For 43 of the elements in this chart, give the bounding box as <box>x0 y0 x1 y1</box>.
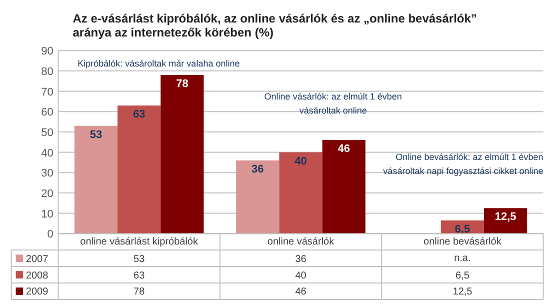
text: 6,5 <box>454 223 470 236</box>
data-label: 63 <box>134 270 146 282</box>
y-tick-label: 90 <box>41 46 54 58</box>
text: 40 <box>294 155 307 168</box>
y-tick-label: 40 <box>41 147 54 160</box>
y-tick-label: 10 <box>41 208 54 220</box>
x-tick-label: online vásárlók <box>267 236 336 248</box>
legend-label: 2007 <box>26 254 49 265</box>
data-label: 6,5 <box>455 270 470 282</box>
annotation: Kipróbálók: vásároltak már valaha online <box>78 58 240 68</box>
bar <box>160 75 204 234</box>
bar <box>279 152 322 234</box>
y-tick-label: 70 <box>41 86 54 98</box>
data-label: 40 <box>295 270 307 282</box>
x-tick-label: online vásárlást kipróbálók <box>80 236 199 248</box>
text: 53 <box>90 128 102 141</box>
data-label: 46 <box>295 286 307 298</box>
x-tick-label: online bevásárlók <box>424 236 502 248</box>
y-tick-label: 50 <box>41 126 54 139</box>
legend-label: 2009 <box>26 286 49 298</box>
bar <box>236 160 280 234</box>
data-label: 12,5 <box>452 286 473 298</box>
text: 78 <box>176 78 188 90</box>
data-label: 53 <box>134 254 146 265</box>
y-tick-label: 20 <box>41 188 54 200</box>
chart-title: Az e-vásárlást kipróbálók, az online vásárlók és az „online bevásárlók” aránya az internetezők körében (%) <box>72 12 477 40</box>
text: 63 <box>132 108 146 120</box>
bar <box>118 105 161 234</box>
text: 36 <box>252 163 264 176</box>
text: 46 <box>338 143 350 156</box>
data-label: 78 <box>134 286 146 298</box>
y-tick-label: 0 <box>47 228 54 241</box>
text: 12,5 <box>494 211 516 224</box>
legend-label: 2008 <box>26 270 49 282</box>
text: n.a. <box>454 252 471 264</box>
y-tick-label: 80 <box>41 66 54 78</box>
bar <box>322 140 366 234</box>
data-label: 36 <box>295 254 307 265</box>
y-tick-label: 60 <box>41 106 54 119</box>
annotation: Online bevásárlók: az elmúlt 1 évben vásároltak napi fogyasztási cikket online <box>383 152 544 176</box>
y-tick-label: 30 <box>41 168 54 180</box>
bar <box>74 126 118 234</box>
annotation: Online vásárlók: az elmúlt 1 évben vásároltak online <box>264 92 402 116</box>
